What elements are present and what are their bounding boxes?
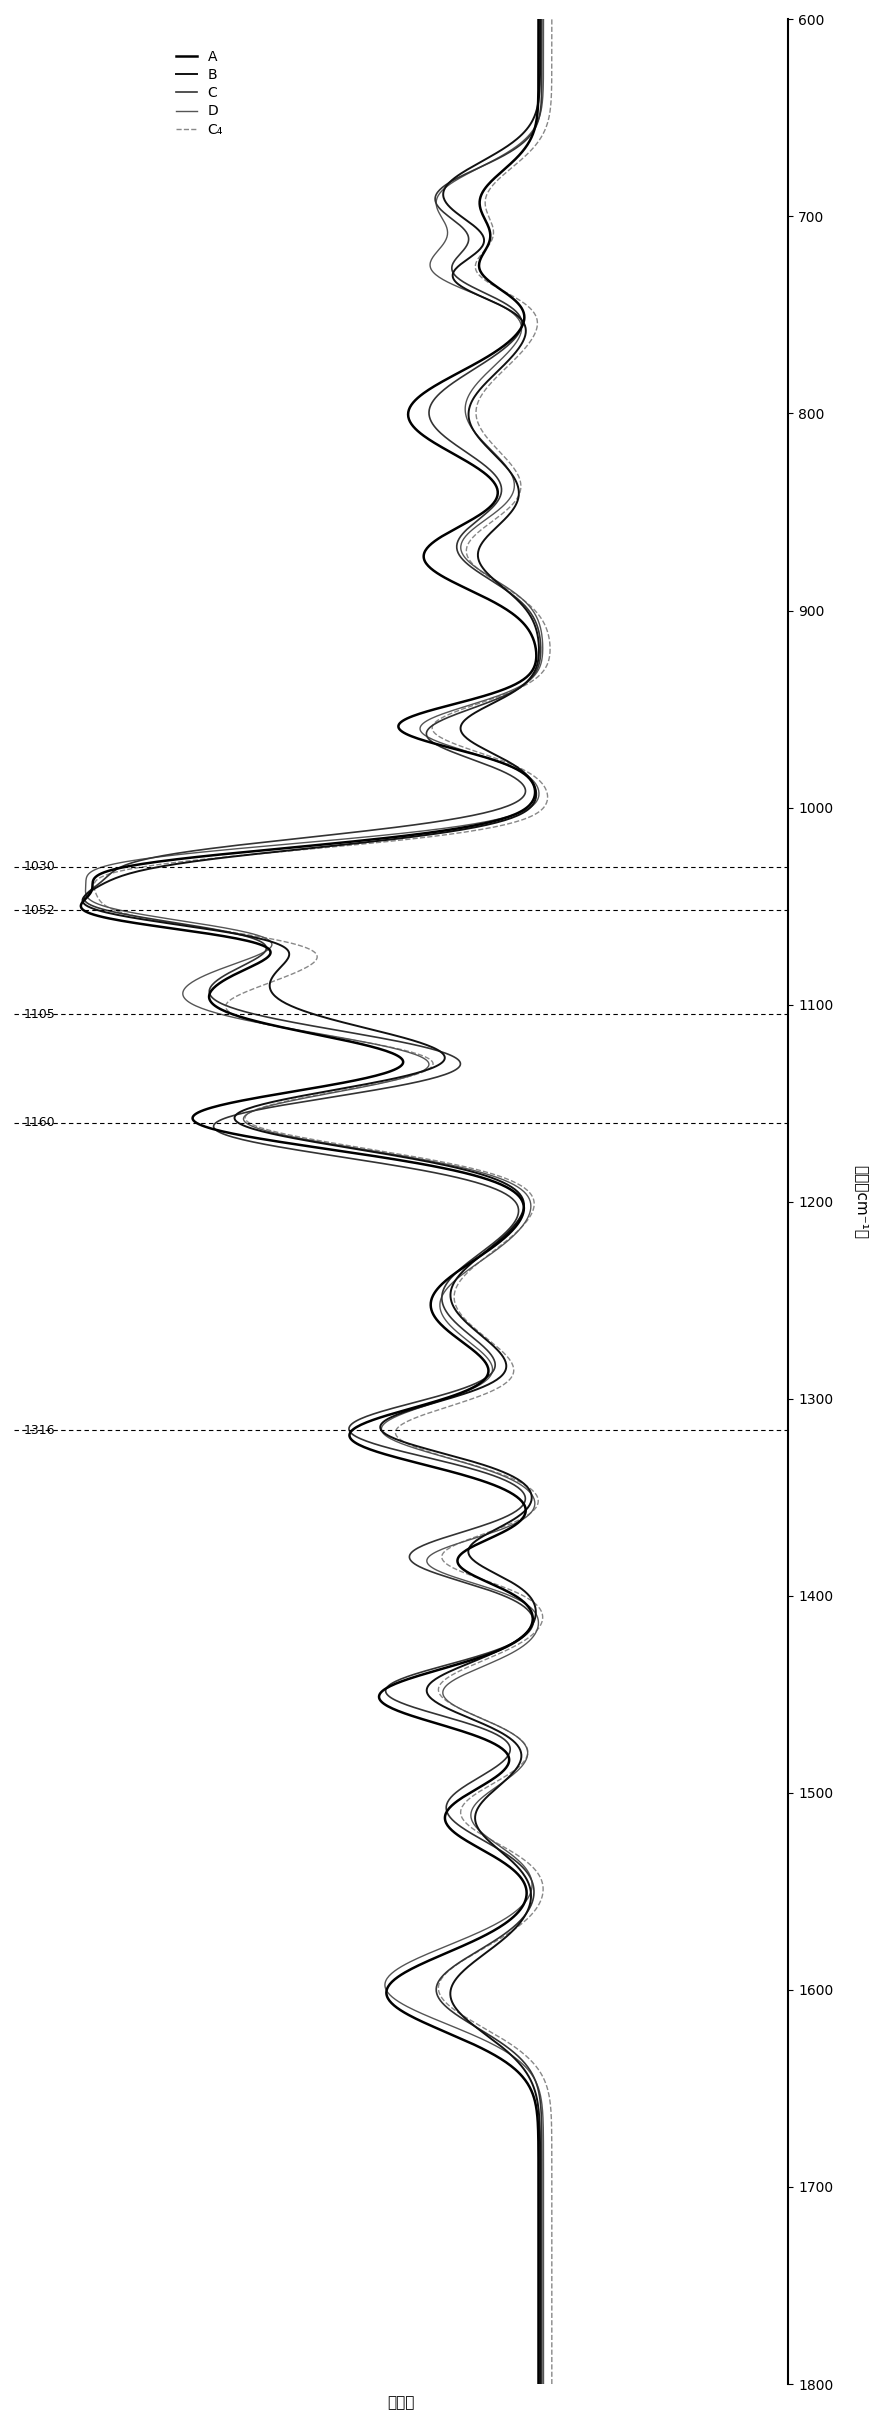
Y-axis label: 波长（cm⁻¹）: 波长（cm⁻¹） <box>854 1164 869 1239</box>
D <box>539 2300 549 2329</box>
C₄ <box>534 126 545 155</box>
C <box>526 1866 537 1896</box>
X-axis label: 透光率: 透光率 <box>388 2395 415 2409</box>
B <box>535 2300 546 2329</box>
Text: 1105: 1105 <box>24 1008 56 1021</box>
C₄ <box>547 2300 557 2329</box>
C <box>537 2300 547 2329</box>
A <box>443 1154 454 1183</box>
Text: 1316: 1316 <box>24 1423 56 1437</box>
A <box>533 2300 544 2329</box>
B <box>249 1091 260 1120</box>
D <box>519 126 530 155</box>
A <box>210 1091 221 1120</box>
D <box>539 2368 549 2397</box>
C₄ <box>547 2300 557 2329</box>
Line: B: B <box>82 19 540 2383</box>
C <box>537 2368 547 2397</box>
Legend: A, B, C, D, C₄: A, B, C, D, C₄ <box>176 51 223 136</box>
C₄ <box>547 2368 557 2397</box>
B <box>510 126 521 155</box>
B <box>523 1866 533 1896</box>
Line: D: D <box>86 19 544 2383</box>
C₄ <box>547 5 557 34</box>
B <box>535 2368 546 2397</box>
B <box>535 5 546 34</box>
D <box>526 1866 537 1896</box>
C₄ <box>470 1154 480 1183</box>
B <box>535 2300 546 2329</box>
Line: A: A <box>81 19 539 2383</box>
A <box>525 126 535 155</box>
D <box>539 5 549 34</box>
Text: 1160: 1160 <box>24 1117 56 1130</box>
C₄ <box>260 1091 270 1120</box>
C₄ <box>537 1866 547 1896</box>
C <box>537 2300 547 2329</box>
Text: 1052: 1052 <box>24 904 56 916</box>
Line: C: C <box>84 19 542 2383</box>
B <box>457 1154 468 1183</box>
C <box>537 5 547 34</box>
D <box>464 1154 474 1183</box>
A <box>533 5 544 34</box>
A <box>518 1866 529 1896</box>
C <box>521 126 532 155</box>
D <box>539 2300 549 2329</box>
C <box>411 1154 421 1183</box>
A <box>533 2300 544 2329</box>
D <box>262 1091 273 1120</box>
C <box>270 1091 281 1120</box>
A <box>533 2368 544 2397</box>
Text: 1030: 1030 <box>24 861 56 873</box>
Line: C₄: C₄ <box>94 19 552 2383</box>
